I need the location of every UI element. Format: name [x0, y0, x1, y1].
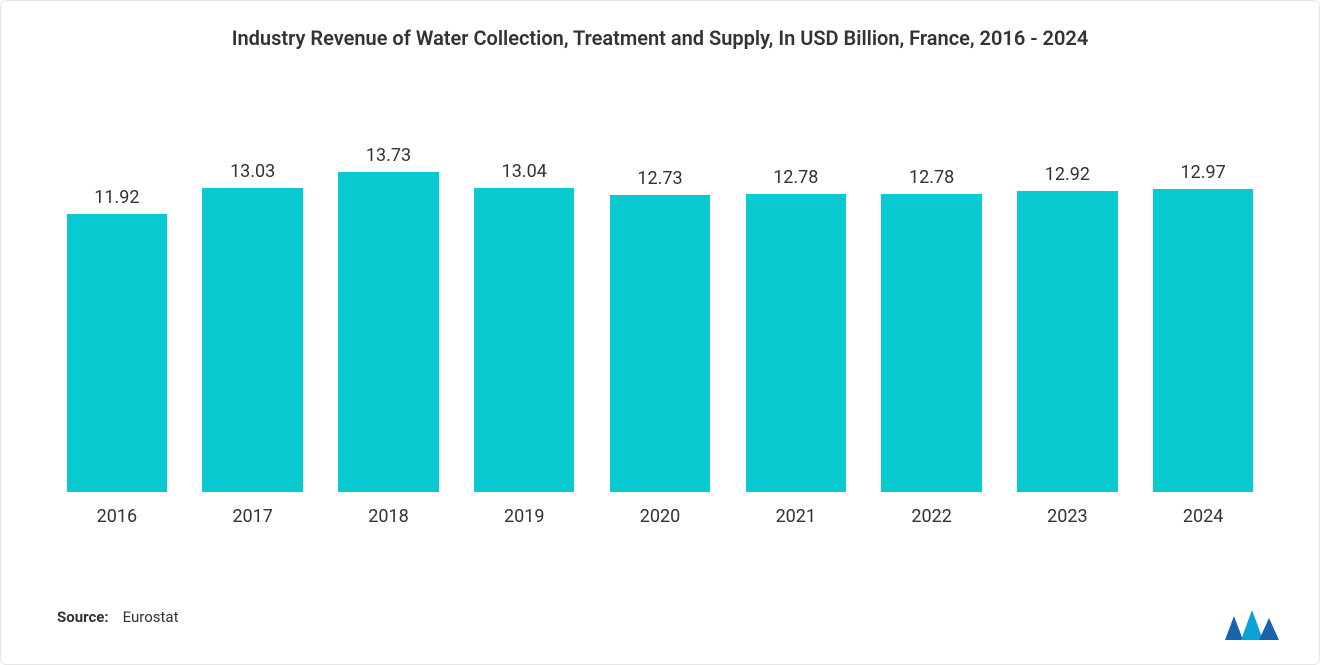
bar-value-label: 12.73	[637, 168, 682, 189]
bar-value-label: 12.97	[1181, 162, 1226, 183]
bar	[474, 188, 574, 492]
x-axis-label: 2017	[185, 506, 321, 527]
x-axis-label: 2024	[1135, 506, 1271, 527]
bar	[202, 188, 302, 492]
x-axis-label: 2018	[321, 506, 457, 527]
x-axis-label: 2019	[456, 506, 592, 527]
bar	[67, 214, 167, 492]
bar-value-label: 13.04	[502, 161, 547, 182]
bar-column: 12.73	[592, 112, 728, 492]
bar	[1017, 191, 1117, 492]
bar-column: 11.92	[49, 112, 185, 492]
x-axis-label: 2016	[49, 506, 185, 527]
bar	[746, 194, 846, 492]
source-value: Eurostat	[123, 608, 179, 626]
x-axis-label: 2020	[592, 506, 728, 527]
x-axis-label: 2023	[999, 506, 1135, 527]
bar-column: 12.97	[1135, 112, 1271, 492]
bar	[610, 195, 710, 492]
bar-value-label: 12.78	[773, 167, 818, 188]
source-footer: Source: Eurostat	[57, 608, 179, 626]
x-axis-label: 2021	[728, 506, 864, 527]
bar-column: 13.04	[456, 112, 592, 492]
mordor-intelligence-logo-icon	[1225, 608, 1279, 640]
bar-column: 12.78	[864, 112, 1000, 492]
bar	[338, 172, 438, 492]
x-axis-label: 2022	[864, 506, 1000, 527]
bar-value-label: 12.78	[909, 167, 954, 188]
bar	[1153, 189, 1253, 492]
source-label: Source:	[57, 608, 109, 626]
bar-column: 13.03	[185, 112, 321, 492]
chart-title: Industry Revenue of Water Collection, Tr…	[110, 25, 1210, 52]
bar-column: 12.78	[728, 112, 864, 492]
chart-container: Industry Revenue of Water Collection, Tr…	[0, 0, 1320, 665]
bar-value-label: 13.73	[366, 145, 411, 166]
bar-value-label: 13.03	[230, 161, 275, 182]
bar-column: 12.92	[999, 112, 1135, 492]
bar-value-label: 12.92	[1045, 164, 1090, 185]
bar-chart-plot: 11.92 13.03 13.73 13.04 12.73 12.78 12.78 12.92…	[41, 112, 1279, 492]
bar-value-label: 11.92	[94, 187, 139, 208]
bar	[881, 194, 981, 492]
x-axis-labels: 201620172018201920202021202220232024	[41, 492, 1279, 527]
bar-column: 13.73	[321, 112, 457, 492]
